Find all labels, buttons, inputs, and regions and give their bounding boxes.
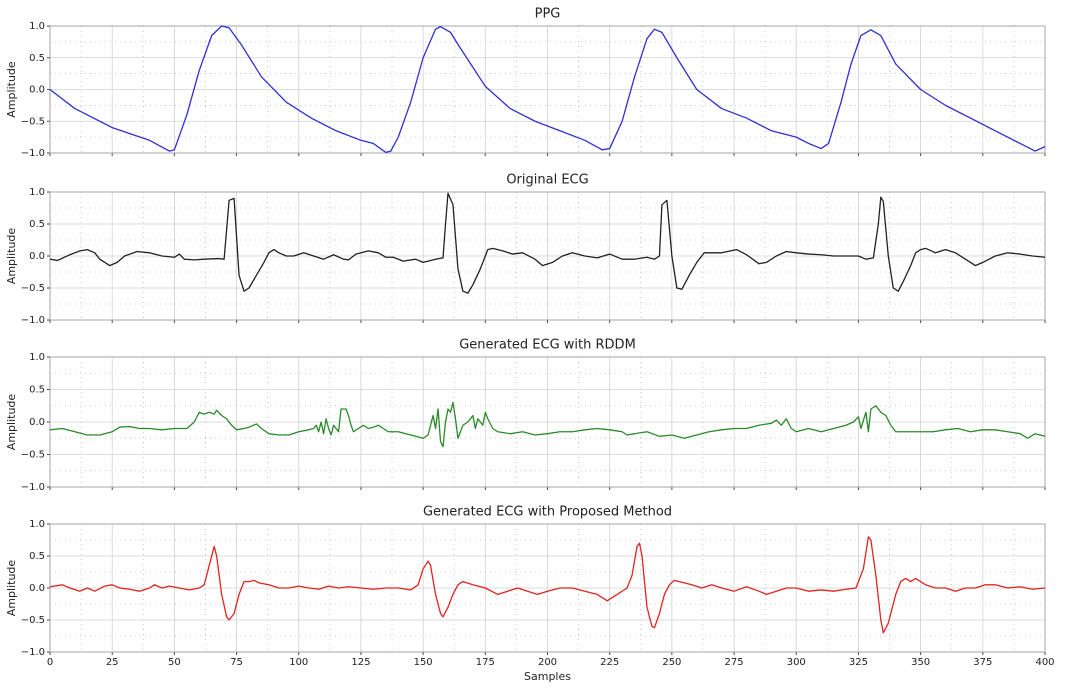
x-tick-label: 100 <box>289 657 308 668</box>
x-tick-label: 300 <box>787 657 806 668</box>
y-tick-label: −0.5 <box>21 615 45 626</box>
x-tick-label: 175 <box>476 657 495 668</box>
y-tick-label: −0.5 <box>21 450 45 461</box>
subplot-title: Generated ECG with RDDM <box>459 338 636 353</box>
y-tick-label: 0.5 <box>29 551 45 562</box>
x-tick-label: 0 <box>47 657 53 668</box>
y-tick-label: 1.0 <box>29 352 45 363</box>
x-tick-label: 250 <box>662 657 681 668</box>
y-tick-label: 0.0 <box>29 417 45 428</box>
y-tick-label: 0.0 <box>29 85 45 96</box>
y-axis-label: Amplitude <box>5 560 18 617</box>
axes-frame <box>49 356 1046 488</box>
subplot-title: Original ECG <box>506 173 588 188</box>
y-tick-label: 0.5 <box>29 385 45 396</box>
y-tick-label: −1.0 <box>21 148 45 159</box>
x-axis-label: Samples <box>524 670 571 683</box>
y-tick-label: 1.0 <box>29 187 45 198</box>
y-axis-label: Amplitude <box>5 394 18 451</box>
y-tick-label: −0.5 <box>21 283 45 294</box>
x-tick-label: 225 <box>600 657 619 668</box>
x-tick-label: 275 <box>725 657 744 668</box>
y-tick-label: 0.5 <box>29 219 45 230</box>
subplot-title: PPG <box>535 7 561 22</box>
y-axis-label: Amplitude <box>5 228 18 285</box>
y-tick-label: 1.0 <box>29 519 45 530</box>
x-tick-label: 200 <box>538 657 557 668</box>
signal-line <box>49 25 1046 154</box>
y-tick-label: 1.0 <box>29 21 45 32</box>
y-axis-label: Amplitude <box>5 61 18 118</box>
x-tick-label: 325 <box>849 657 868 668</box>
y-tick-label: −0.5 <box>21 116 45 127</box>
y-tick-label: 0.0 <box>29 583 45 594</box>
y-tick-label: 0.0 <box>29 251 45 262</box>
x-tick-label: 150 <box>414 657 433 668</box>
signal-line <box>49 401 1046 448</box>
axes-frame <box>49 191 1046 321</box>
subplot-title: Generated ECG with Proposed Method <box>423 505 672 520</box>
x-tick-label: 50 <box>168 657 181 668</box>
y-tick-label: −1.0 <box>21 647 45 658</box>
x-tick-label: 125 <box>351 657 370 668</box>
y-tick-label: 0.5 <box>29 53 45 64</box>
x-tick-label: 350 <box>911 657 930 668</box>
x-tick-label: 75 <box>230 657 243 668</box>
signal-line <box>49 536 1046 634</box>
x-tick-label: 400 <box>1035 657 1054 668</box>
y-tick-label: −1.0 <box>21 315 45 326</box>
x-tick-label: 25 <box>106 657 119 668</box>
x-tick-label: 375 <box>973 657 992 668</box>
y-tick-label: −1.0 <box>21 482 45 493</box>
signal-line <box>49 192 1046 294</box>
